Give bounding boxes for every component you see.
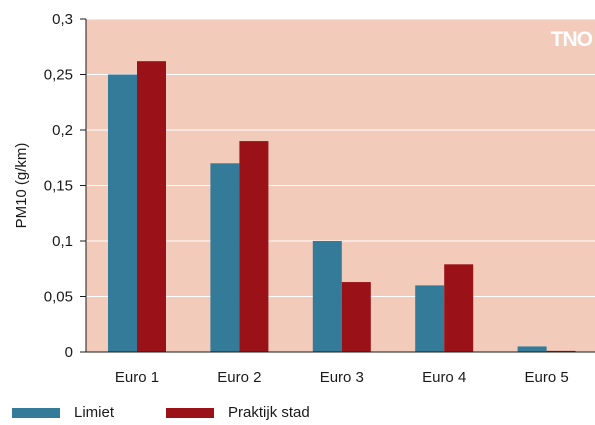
bar-praktijk-stad-euro-3 [341,282,371,352]
x-tick-label: Euro 5 [524,369,568,386]
legend-label-praktijk-stad: Praktijk stad [228,404,310,421]
y-tick-label: 0 [65,344,73,361]
bar-limiet-euro-1 [108,74,137,352]
tno-logo: TNO [551,28,593,51]
x-tick-label: Euro 4 [422,369,466,386]
x-tick-label: Euro 3 [320,369,364,386]
bars-group [108,61,576,353]
axes [80,18,595,353]
y-tick-labels: 0 0,05 0,1 0,15 0,2 0,25 0,3 [44,11,73,361]
legend-label-limiet: Limiet [74,404,115,421]
x-tick-label: Euro 1 [115,369,159,386]
bar-praktijk-stad-euro-2 [239,141,269,352]
legend-item-praktijk-stad: Praktijk stad [166,404,310,421]
y-tick-label: 0,3 [52,11,73,28]
legend-swatch-limiet [12,407,60,418]
y-tick-label: 0,1 [52,233,73,250]
bar-limiet-euro-3 [312,241,342,352]
bar-limiet-euro-5 [517,346,547,352]
bar-praktijk-stad-euro-5 [546,350,576,352]
y-tick-label: 0,2 [52,122,73,139]
bar-limiet-euro-4 [415,285,445,352]
y-tick-label: 0,25 [44,67,73,84]
bar-praktijk-stad-euro-1 [137,61,166,353]
legend: Limiet Praktijk stad [12,404,362,421]
bar-praktijk-stad-euro-4 [444,264,474,352]
y-axis-label: PM10 (g/km) [13,143,30,229]
x-tick-label: Euro 2 [217,369,261,386]
grid-lines [86,18,595,297]
x-tick-labels: Euro 1 Euro 2 Euro 3 Euro 4 Euro 5 [115,369,569,386]
y-tick-label: 0,05 [44,289,73,306]
legend-swatch-praktijk-stad [166,407,215,418]
bar-limiet-euro-2 [210,163,240,352]
y-tick-label: 0,15 [44,178,73,195]
legend-item-limiet: Limiet [12,404,114,421]
